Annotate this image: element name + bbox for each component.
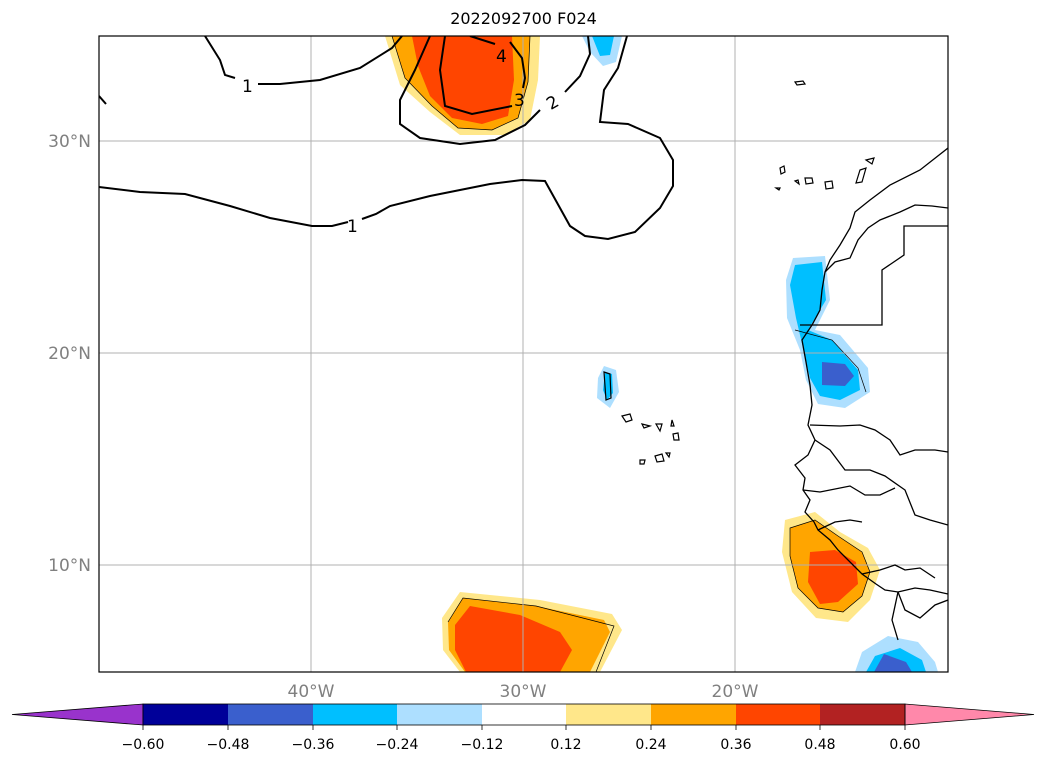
colorbar-segment [820,704,905,725]
anomaly-field-south-positive [442,592,622,672]
anomaly-field-guinea-positive [782,512,880,622]
lat-label-20n: 20°N [48,344,91,364]
anomaly-field-mauritania-negative [786,256,870,408]
contour-label: 1 [242,77,253,97]
latitude-labels: 30°N 20°N 10°N [48,132,91,576]
colorbar-tick-label: 0.24 [635,737,666,753]
colorbar-segment [143,704,228,725]
colorbar-tick-label: −0.36 [292,737,335,753]
longitude-labels: 40°W 30°W 20°W [288,682,759,702]
contour-label: 2 [543,92,562,115]
contour-label: 3 [514,91,525,111]
colorbar-extend-high [904,703,1035,726]
contour-label: 1 [347,217,358,237]
lon-label-40w: 40°W [288,682,335,702]
lon-label-20w: 20°W [712,682,759,702]
colorbar-tick-label: −0.24 [376,737,419,753]
colorbar: −0.60 −0.48 −0.36 −0.24 −0.12 0.12 0.24 … [11,703,1035,753]
colorbar-frame [142,703,906,726]
colorbar-segment [566,704,651,725]
colorbar-tick-label: −0.48 [207,737,250,753]
lat-label-30n: 30°N [48,132,91,152]
map-area: 1 1 2 3 4 [99,36,948,672]
colorbar-segment [313,704,397,725]
contour-label: 4 [496,47,507,67]
colorbar-tick-label: 0.60 [889,737,920,753]
colorbar-tick-labels: −0.60 −0.48 −0.36 −0.24 −0.12 0.12 0.24 … [122,737,921,753]
colorbar-segment [651,704,736,725]
colorbar-tick-label: −0.12 [461,737,504,753]
anomaly-field-north-negative [582,36,622,66]
colorbar-tick-label: 0.12 [550,737,581,753]
lon-label-30w: 30°W [500,682,547,702]
anomaly-field-capeverde-negative [597,366,619,408]
colorbar-tick-label: −0.60 [122,737,165,753]
colorbar-segment [397,704,482,725]
coastlines [794,147,948,641]
gridlines [99,36,948,672]
anomaly-field-north-positive [385,36,540,135]
contour-lines [99,36,674,241]
colorbar-tick-label: 0.36 [720,737,751,753]
anomaly-field-southeast-negative [855,636,938,672]
lat-label-10n: 10°N [48,556,91,576]
colorbar-ticks [142,725,906,730]
colorbar-segment [482,704,566,725]
islands [603,80,875,465]
colorbar-segment [228,704,313,725]
colorbar-tick-label: 0.48 [804,737,835,753]
map-title: 2022092700 F024 [450,9,597,28]
colorbar-extend-low [11,703,144,726]
colorbar-segment [736,704,820,725]
map-frame [98,35,949,673]
